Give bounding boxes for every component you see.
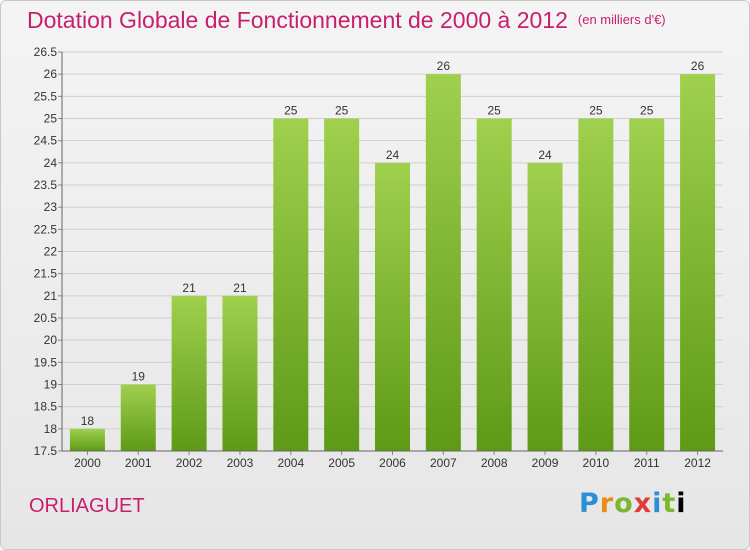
- y-tick-label: 21: [44, 289, 58, 303]
- bar-2010: [578, 118, 614, 451]
- title-text: Dotation Globale de Fonctionnement de 20…: [27, 7, 568, 33]
- y-tick-label: 22: [44, 245, 58, 259]
- y-tick-label: 18: [44, 422, 58, 436]
- bar-2004: [273, 118, 309, 451]
- bar-2001: [120, 384, 156, 451]
- x-tick-label: 2002: [176, 456, 203, 470]
- x-tick-label: 2003: [227, 456, 254, 470]
- commune-name: ORLIAGUET: [29, 495, 145, 517]
- y-tick-label: 25: [44, 112, 58, 126]
- y-tick-label: 22.5: [34, 222, 58, 236]
- value-label: 19: [132, 370, 146, 384]
- chart-title: Dotation Globale de Fonctionnement de 20…: [27, 7, 666, 34]
- bar-2005: [324, 118, 360, 451]
- bar-2011: [629, 118, 665, 451]
- y-tick-label: 26.5: [34, 45, 58, 59]
- logo-letter: x: [633, 488, 653, 519]
- labels: 17.5 18 18.5 19 19.5 20 20.5 21 21.5 22 22.5 23 23.5…: [34, 45, 712, 470]
- bar-2007: [425, 74, 461, 452]
- value-label: 25: [335, 104, 349, 118]
- bar-2012: [680, 74, 716, 452]
- y-tick-label: 21.5: [34, 267, 58, 281]
- value-label: 21: [233, 281, 247, 295]
- logo-letter: i: [652, 488, 663, 519]
- value-label: 25: [488, 104, 502, 118]
- x-tick-label: 2000: [74, 456, 101, 470]
- value-label: 25: [284, 104, 298, 118]
- bars: [69, 74, 716, 452]
- value-label: 21: [182, 281, 196, 295]
- x-tick-label: 2010: [583, 456, 610, 470]
- y-tick-label: 20: [44, 333, 58, 347]
- chart-subtitle: (en milliers d'€): [577, 12, 666, 27]
- logo-letter: t: [662, 488, 677, 519]
- bar-2009: [527, 162, 563, 452]
- proxiti-logo: Proxiti: [579, 488, 687, 519]
- logo-letter: P: [579, 488, 600, 519]
- logo-letter: o: [614, 488, 634, 519]
- y-tick-label: 19.5: [34, 355, 58, 369]
- x-tick-label: 2004: [277, 456, 304, 470]
- logo-letter: i: [676, 488, 687, 519]
- y-tick-label: 19: [44, 378, 58, 392]
- x-tick-label: 2005: [328, 456, 355, 470]
- bar-2006: [375, 162, 410, 452]
- logo-letter: r: [599, 488, 615, 519]
- value-label: 25: [589, 104, 603, 118]
- y-tick-label: 24.5: [34, 134, 58, 148]
- x-tick-label: 2001: [125, 456, 152, 470]
- y-tick-label: 18.5: [34, 400, 58, 414]
- bar-2003: [222, 295, 258, 451]
- value-label: 26: [691, 59, 705, 73]
- x-tick-label: 2006: [379, 456, 406, 470]
- x-tick-label: 2011: [634, 456, 660, 470]
- x-tick-label: 2012: [684, 456, 711, 470]
- y-tick-label: 26: [44, 67, 58, 81]
- y-tick-label: 25.5: [34, 89, 58, 103]
- bar-2002: [171, 295, 207, 451]
- value-label: 24: [538, 148, 552, 162]
- y-tick-label: 23.5: [34, 178, 58, 192]
- y-tick-label: 24: [44, 156, 58, 170]
- y-tick-label: 17.5: [34, 444, 58, 458]
- value-label: 26: [437, 59, 451, 73]
- value-label: 18: [81, 414, 95, 428]
- value-label: 25: [640, 104, 654, 118]
- bar-2008: [476, 118, 512, 451]
- y-tick-label: 23: [44, 200, 58, 214]
- x-tick-label: 2008: [481, 456, 508, 470]
- y-tick-label: 20.5: [34, 311, 58, 325]
- bar-2000: [69, 428, 105, 451]
- x-tick-label: 2007: [430, 456, 457, 470]
- value-label: 24: [386, 148, 400, 162]
- x-tick-label: 2009: [532, 456, 559, 470]
